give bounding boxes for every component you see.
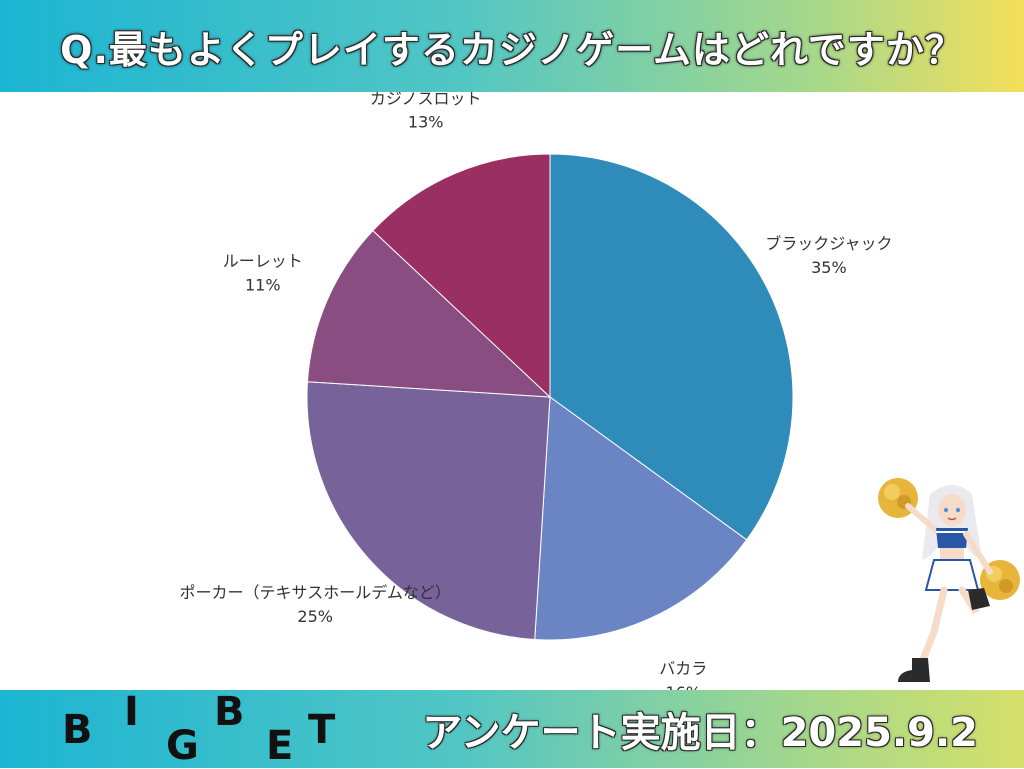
pie-chart-svg: ブラックジャック 35% バカラ 16% ポーカー（テキサスホールデムなど） 25% ルーレ… <box>180 92 893 690</box>
slice-value-label: 16% <box>665 683 701 690</box>
pie-chart: ブラックジャック 35% バカラ 16% ポーカー（テキサスホールデムなど） 25% ルーレ… <box>0 92 1024 690</box>
page-title: Q.最もよくプレイするカジノゲームはどれですか？ <box>60 27 964 72</box>
slice-category-label: ブラックジャック <box>765 234 892 253</box>
logo-letter: G <box>166 723 199 769</box>
logo-letter: I <box>124 689 139 735</box>
header-banner: Q.最もよくプレイするカジノゲームはどれですか？ <box>0 0 1024 92</box>
slice-value-label: 25% <box>297 607 333 626</box>
survey-date: アンケート実施日：2025.9.2 <box>422 710 978 756</box>
bigbet-logo: B I G B E T <box>62 690 362 768</box>
pie-slice <box>534 396 748 641</box>
slice-value-label: 35% <box>811 258 847 277</box>
slice-category-label: ルーレット <box>223 252 303 271</box>
slice-value-label: 11% <box>245 276 281 295</box>
slice-category-label: カジノスロット <box>370 92 482 108</box>
pie-slice <box>306 381 551 641</box>
slice-category-label: バカラ <box>659 659 707 678</box>
logo-letter: T <box>308 707 336 753</box>
pie-slice <box>549 153 794 541</box>
footer-banner: B I G B E T アンケート実施日：2025.9.2 <box>0 690 1024 768</box>
logo-letter: E <box>266 723 294 769</box>
slice-value-label: 13% <box>408 113 444 132</box>
pie-slice <box>306 229 552 398</box>
pie-slice <box>372 153 551 399</box>
logo-letter: B <box>62 707 93 753</box>
cheerleader-mascot-illustration <box>872 472 1022 690</box>
slice-category-label: ポーカー（テキサスホールデムなど） <box>180 583 451 602</box>
logo-letter: B <box>214 689 245 735</box>
